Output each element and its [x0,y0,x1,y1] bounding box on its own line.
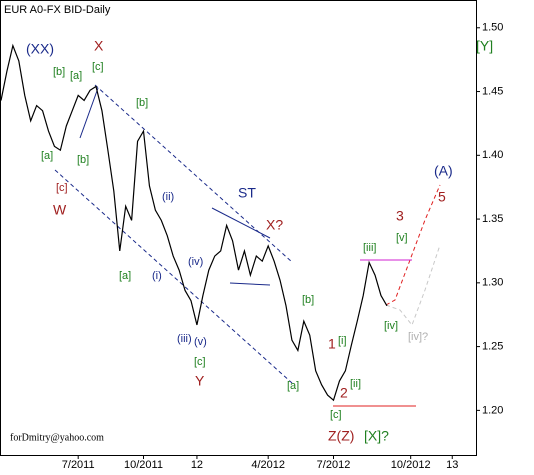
annotations: (XX) X [b] [a] [c] [b] [a] [b] [c] W (ii… [26,38,493,444]
annotation: [c] [92,61,104,73]
annotation: (v) [194,336,207,348]
annotation: 1 [328,336,336,352]
x-tick-label: 12 [191,459,203,470]
annotation: [v] [396,232,408,244]
trend-line [229,282,271,286]
credit: forDmitry@yahoo.com [10,432,104,443]
y-tick-label: 1.40 [482,149,503,161]
trend-line [211,207,271,239]
annotation: 2 [340,385,348,401]
annotation: [X]? [364,428,389,444]
y-tick-label: 1.35 [482,213,503,225]
y-tick-label: 1.30 [482,277,503,289]
annotation: [c] [330,409,342,421]
y-tick-label: 1.50 [482,22,503,34]
annotation: [iv] [384,320,398,332]
annotation: (ii) [162,191,174,203]
x-tick-label: 4/2012 [251,459,285,470]
annotation: [iii] [363,242,376,254]
annotation: [a] [70,70,82,82]
x-tick-label: 13 [446,459,458,470]
annotation: (iii) [177,333,192,345]
annotation: [iv]? [408,331,428,343]
annotation: (A) [434,163,453,179]
annotation: [ii] [350,378,361,390]
chart-title: EUR A0-FX BID-Daily [4,4,111,16]
annotation: [c] [194,356,206,368]
x-tick-label: 7/2011 [62,459,95,470]
annotation: Y [195,373,205,389]
x-tick-label: 10/2012 [391,459,431,470]
annotation: [b] [136,97,148,109]
plot-frame [0,0,477,456]
y-tick-label: 1.45 [482,85,503,97]
annotation: [b] [302,294,314,306]
annotation: (iv) [188,256,203,268]
annotation: [a] [41,150,53,162]
y-tick-label: 1.25 [482,341,503,353]
x-tick-label: 7/2012 [317,459,351,470]
annotation: [Y] [476,38,493,54]
annotation: W [53,202,67,218]
annotation: [a] [287,380,299,392]
trend-line [79,87,99,139]
projection-alt [385,244,441,327]
projection [385,184,441,306]
price-line [0,43,388,402]
annotation: [c] [56,182,68,194]
annotation: Z(Z) [328,428,354,444]
annotation: [b] [53,66,65,78]
annotation: (i) [152,270,162,282]
y-tick-label: 1.20 [482,404,503,416]
annotation: [b] [77,154,89,166]
annotation: (XX) [26,41,54,57]
annotation: X? [266,217,283,233]
annotation: ST [238,185,256,201]
x-tick-label: 10/2011 [124,459,163,470]
annotation: X [94,38,104,54]
annotation: [a] [119,270,131,282]
annotation: 5 [438,189,446,205]
annotation: 3 [396,208,404,224]
annotation: [i] [338,335,347,347]
